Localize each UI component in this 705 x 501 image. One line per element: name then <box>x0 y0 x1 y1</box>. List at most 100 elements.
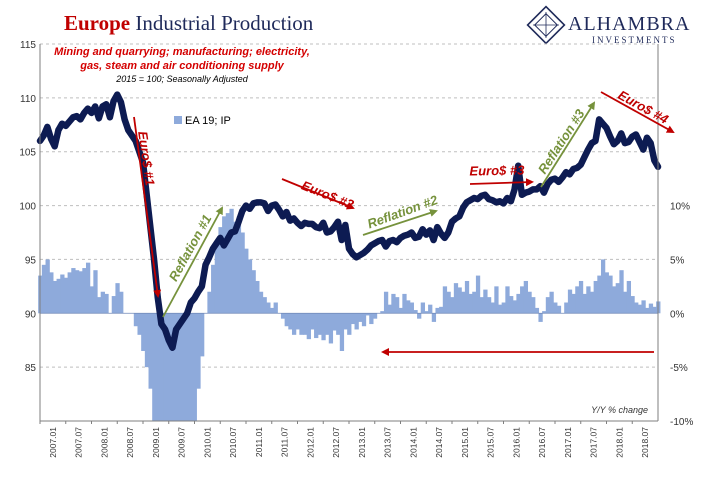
x-tick-label: 2013.01 <box>357 427 367 458</box>
yoy-bar <box>49 272 54 314</box>
yoy-bar <box>273 302 278 314</box>
right-tick: 0% <box>670 309 685 320</box>
yoy-bar <box>200 313 205 357</box>
yoy-bar <box>225 213 231 314</box>
yoy-bar <box>233 221 238 314</box>
yoy-bar <box>141 313 146 351</box>
left-tick-90: 90 <box>25 309 37 320</box>
yoy-bar <box>295 313 300 330</box>
yoy-bar <box>435 307 440 314</box>
yoy-bar <box>155 313 161 421</box>
legend-swatch <box>174 116 182 124</box>
yoy-bar <box>420 302 426 314</box>
yoy-bar <box>593 280 598 314</box>
right-axis-ticks: -10% -5% 0% 5% 10% <box>670 202 693 428</box>
yoy-bar <box>450 297 455 314</box>
yoy-bar <box>428 304 433 314</box>
yoy-bar <box>328 313 334 344</box>
euro-1-arrow <box>133 116 162 298</box>
yoy-bar <box>177 313 183 421</box>
yoy-bar <box>303 313 308 335</box>
yoy-bar <box>97 297 102 314</box>
reflation-2-arrow <box>362 209 438 236</box>
x-tick-label: 2012.07 <box>331 427 341 458</box>
yoy-bar <box>41 264 47 314</box>
yoy-bar <box>211 264 216 314</box>
yoy-bar <box>104 293 109 314</box>
yoy-bar <box>531 297 536 314</box>
yoy-bar <box>119 291 124 314</box>
yoy-bar <box>347 313 352 335</box>
euro-4-arrow <box>600 91 675 133</box>
yoy-bar <box>266 302 271 314</box>
yoy-bar <box>641 300 646 314</box>
right-tick: 5% <box>670 255 685 266</box>
yoy-bar <box>575 286 580 314</box>
x-tick-label: 2008.01 <box>99 427 109 458</box>
subtitle-line-3: 2015 = 100; Seasonally Adjusted <box>115 74 249 84</box>
yoy-bar <box>343 313 348 330</box>
ip-level-line <box>36 91 662 351</box>
yoy-bar <box>623 291 628 314</box>
left-tick-85: 85 <box>25 363 37 374</box>
yoy-bar <box>501 302 506 314</box>
x-tick-label: 2014.07 <box>434 427 444 458</box>
x-tick-label: 2014.01 <box>408 427 418 458</box>
right-tick: -5% <box>670 363 688 374</box>
yoy-bar <box>457 287 462 314</box>
yoy-bar <box>486 297 492 314</box>
yoy-bar <box>516 293 521 314</box>
yoy-bar <box>144 313 150 368</box>
yoy-bar <box>439 306 444 314</box>
yoy-bar <box>310 313 315 330</box>
yoy-bar <box>634 302 639 314</box>
yoy-bar <box>538 313 543 322</box>
diamond-icon <box>526 5 566 45</box>
yoy-bar <box>652 306 657 314</box>
yoy-bar <box>431 313 437 322</box>
yoy-bar <box>545 297 551 314</box>
yoy-bar <box>207 291 212 314</box>
yoy-bar <box>174 313 179 421</box>
yoy-bar <box>350 313 356 325</box>
yoy-bar <box>494 286 499 314</box>
left-tick-95: 95 <box>25 255 37 266</box>
subtitle-line-2: gas, steam and air conditioning supply <box>79 60 284 72</box>
yoy-bar <box>424 311 429 314</box>
yoy-bar <box>604 272 609 314</box>
yoy-bar <box>648 303 654 314</box>
yoy-bar <box>564 302 569 314</box>
left-tick-115: 115 <box>20 40 36 51</box>
yoy-bar <box>288 313 293 330</box>
yoy-bar <box>163 313 168 421</box>
x-tick-label: 2011.01 <box>254 427 264 457</box>
yoy-bar <box>409 302 414 314</box>
yoy-bar <box>251 270 256 314</box>
x-tick-label: 2013.07 <box>383 427 393 458</box>
yoy-bar <box>479 297 484 314</box>
x-tick-label: 2017.07 <box>589 427 599 458</box>
yoy-bar <box>571 293 576 314</box>
yoy-bar <box>222 216 227 314</box>
yoy-bar <box>509 296 514 314</box>
yoy-bar <box>214 243 220 314</box>
yoy-bar <box>387 304 392 314</box>
yoy-bar <box>527 291 532 314</box>
euro-3-arrow <box>469 178 534 187</box>
left-tick-105: 105 <box>19 148 36 159</box>
yoy-bar <box>615 283 620 314</box>
yoy-bar <box>181 313 186 421</box>
yoy-bar <box>314 313 319 339</box>
yoy-bar <box>612 286 617 314</box>
yoy-bar <box>306 313 311 340</box>
x-tick-label: 2007.01 <box>48 427 58 458</box>
logo-name: ALHAMBRA <box>568 13 690 35</box>
yoy-bar <box>361 313 367 327</box>
yoy-bar <box>490 302 495 314</box>
yoy-bar <box>413 310 418 314</box>
yoy-bar <box>589 291 595 314</box>
yoy-bar <box>549 291 554 314</box>
yoy-bar <box>192 313 197 421</box>
yoy-bar <box>608 275 613 314</box>
yoy-bar <box>637 304 643 314</box>
